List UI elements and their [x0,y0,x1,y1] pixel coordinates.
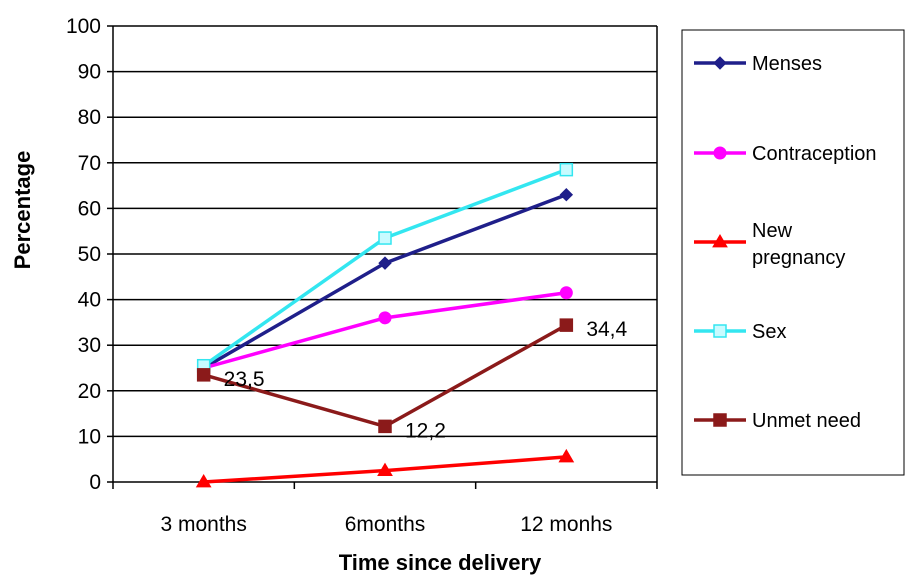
data-label-1: 12,2 [405,419,446,442]
legend-marker-new-pregnancy [712,234,728,248]
legend-marker-sex [713,324,727,338]
x-tick-labels: 3 months 6months 12 monhs [160,513,612,536]
point-unmet-need-1 [378,419,392,434]
point-contraception-2 [559,286,573,300]
legend-label-sex: Sex [752,321,786,343]
y-tick-label-0: 0 [89,471,101,494]
point-unmet-need-0 [196,368,211,382]
legend-marker-unmet-need [713,413,727,427]
y-tick-label-30: 30 [78,334,101,357]
x-axis-title: Time since delivery [339,550,542,575]
point-sex-2 [559,162,574,177]
series-sex [196,162,574,373]
point-unmet-need-2 [559,318,574,332]
axes [107,25,658,489]
legend-label-contraception: Contraception [752,143,877,165]
y-tick-label-60: 60 [78,197,101,220]
x-tick-label-0: 3 months [160,513,246,536]
x-tick-label-2: 12 monhs [520,513,612,536]
legend-frame [681,29,905,476]
series-new-pregnancy [195,448,575,488]
point-new-pregnancy-2 [558,448,575,463]
legend-marker-menses [713,56,727,70]
y-tick-label-10: 10 [78,425,101,448]
series-unmet-need [196,318,574,434]
legend-marker-contraception [713,146,727,160]
y-tick-label-20: 20 [78,380,101,403]
legend-item-contraception: Contraception [694,143,877,165]
y-tick-label-80: 80 [78,106,101,129]
y-tick-label-90: 90 [78,61,101,84]
point-sex-1 [378,231,392,245]
data-label-2: 34,4 [586,318,627,341]
legend-label-unmet-need: Unmet need [752,410,861,432]
legend-item-unmet-need: Unmet need [694,410,861,432]
legend-item-new-pregnancy: New pregnancy [694,220,845,269]
x-tick-label-1: 6months [345,513,426,536]
gridlines [113,25,657,438]
y-tick-labels: 0 10 20 30 40 50 60 70 80 90 100 [66,15,101,494]
point-contraception-1 [378,311,392,325]
legend-label-new-pregnancy: New pregnancy [752,220,845,269]
legend: Menses Contraception New pregnancy Sex Unmet … [681,29,905,476]
legend-item-sex: Sex [694,321,786,343]
series-menses [196,188,574,375]
data-labels: 23,5 12,2 34,4 [224,318,628,442]
series-line-menses [202,193,567,370]
y-tick-label-50: 50 [78,243,101,266]
legend-item-menses: Menses [694,53,822,75]
point-menses-2 [559,188,574,202]
y-tick-label-40: 40 [78,289,101,312]
y-axis-title: Percentage [10,151,35,270]
point-new-pregnancy-1 [377,462,393,476]
y-tick-label-100: 100 [66,15,101,38]
y-tick-label-70: 70 [78,152,101,175]
series-group [195,162,575,488]
data-label-0: 23,5 [224,368,265,391]
point-menses-1 [378,256,392,270]
point-new-pregnancy-0 [195,474,212,488]
legend-label-menses: Menses [752,53,822,75]
